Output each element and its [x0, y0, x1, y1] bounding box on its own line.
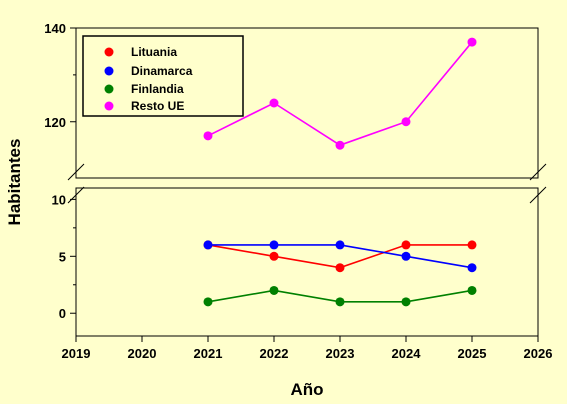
- data-point-dinamarca-2024: [401, 251, 411, 261]
- x-tick-label-2023: 2023: [326, 346, 355, 361]
- data-point-finlandia-2021: [203, 297, 213, 307]
- y-tick-label-0: 0: [59, 306, 66, 321]
- data-point-resto-ue-2024: [401, 117, 411, 127]
- axis-break-gap: [70, 178, 544, 188]
- x-tick-label-2025: 2025: [458, 346, 487, 361]
- legend-label-dinamarca: Dinamarca: [131, 64, 193, 78]
- legend-marker-resto-ue: [104, 101, 114, 111]
- data-point-dinamarca-2021: [203, 240, 213, 250]
- axes: 2019 2020 2021 2022 2023 2024 2025 2026 0 5 10 120 1…: [44, 21, 552, 361]
- data-point-dinamarca-2025: [467, 263, 477, 273]
- axis-break-mark-right-1: [529, 163, 547, 181]
- x-tick-label-2024: 2024: [392, 346, 422, 361]
- x-tick-label-2019: 2019: [62, 346, 91, 361]
- data-point-resto-ue-2021: [203, 131, 213, 141]
- legend-marker-finlandia: [104, 84, 114, 94]
- data-point-lituania-2023: [335, 263, 345, 273]
- legend-marker-lituania: [104, 47, 114, 57]
- x-tick-label-2020: 2020: [128, 346, 157, 361]
- data-point-lituania-2024: [401, 240, 411, 250]
- plot-frame-upper: [75, 27, 539, 179]
- legend-marker-dinamarca: [104, 66, 114, 76]
- data-point-resto-ue-2023: [335, 140, 345, 150]
- axis-break-mark-left-2: [67, 186, 85, 204]
- legend: Lituania Dinamarca Finlandia Resto UE: [82, 35, 244, 117]
- y-tick-label-120: 120: [44, 115, 66, 130]
- plot-frame-lower: [75, 187, 539, 337]
- data-point-dinamarca-2023: [335, 240, 345, 250]
- data-point-finlandia-2023: [335, 297, 345, 307]
- axis-break-mark-left-1: [67, 163, 85, 181]
- y-axis-title: Habitantes: [5, 139, 24, 226]
- series-points: [203, 37, 477, 307]
- axis-break-mark-right-2: [529, 186, 547, 204]
- legend-label-lituania: Lituania: [131, 45, 177, 59]
- legend-label-finlandia: Finlandia: [131, 82, 184, 96]
- data-point-resto-ue-2025: [467, 37, 477, 47]
- data-point-dinamarca-2022: [269, 240, 279, 250]
- data-point-lituania-2022: [269, 251, 279, 261]
- data-point-finlandia-2024: [401, 297, 411, 307]
- data-point-lituania-2025: [467, 240, 477, 250]
- data-point-resto-ue-2022: [269, 98, 279, 108]
- y-tick-label-10: 10: [52, 192, 66, 207]
- data-point-finlandia-2022: [269, 285, 279, 295]
- legend-label-resto-ue: Resto UE: [131, 99, 184, 113]
- y-tick-label-5: 5: [59, 249, 66, 264]
- y-tick-label-140: 140: [44, 21, 66, 36]
- x-tick-label-2022: 2022: [260, 346, 289, 361]
- x-tick-label-2021: 2021: [194, 346, 223, 361]
- x-axis-title: Año: [290, 380, 323, 399]
- x-tick-label-2026: 2026: [524, 346, 553, 361]
- data-point-finlandia-2025: [467, 285, 477, 295]
